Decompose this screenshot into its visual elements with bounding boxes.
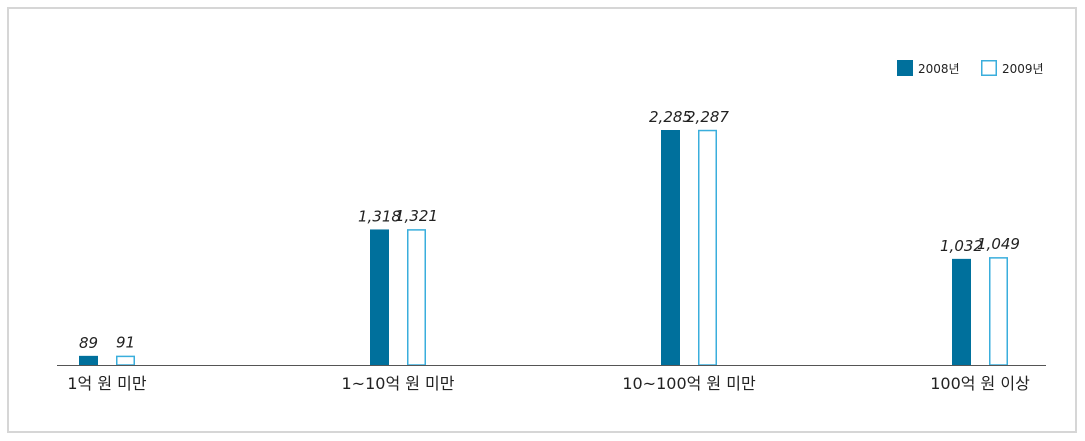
legend-swatch-2009 <box>981 60 997 76</box>
legend-label-2008: 2008년 <box>918 62 960 76</box>
value-label-2008-2: 2,285 <box>649 108 692 126</box>
legend-label-2009: 2009년 <box>1002 62 1044 76</box>
category-label-1: 1~10억 원 미만 <box>342 374 455 393</box>
bar-2008-0 <box>79 355 98 365</box>
category-label-2: 10~100억 원 미만 <box>622 374 756 393</box>
category-label-0: 1억 원 미만 <box>67 374 147 393</box>
value-label-2009-0: 91 <box>116 334 135 352</box>
bar-2009-2 <box>698 129 717 366</box>
bar-2008-2 <box>661 130 680 365</box>
value-label-2008-1: 1,318 <box>358 207 401 225</box>
value-label-2009-2: 2,287 <box>686 108 729 126</box>
bar-2009-0 <box>116 355 135 366</box>
bar-2009-3 <box>989 257 1008 366</box>
bar-2009-1 <box>407 229 426 366</box>
value-label-2008-3: 1,032 <box>940 237 983 255</box>
value-label-2009-3: 1,049 <box>977 235 1020 253</box>
value-label-2009-1: 1,321 <box>395 207 438 225</box>
bar-2008-1 <box>370 229 389 365</box>
value-label-2008-0: 89 <box>79 334 98 352</box>
chart-frame <box>7 7 1077 433</box>
legend-swatch-2008 <box>897 60 913 76</box>
category-label-3: 100억 원 이상 <box>930 374 1030 393</box>
bar-2008-3 <box>952 258 971 365</box>
